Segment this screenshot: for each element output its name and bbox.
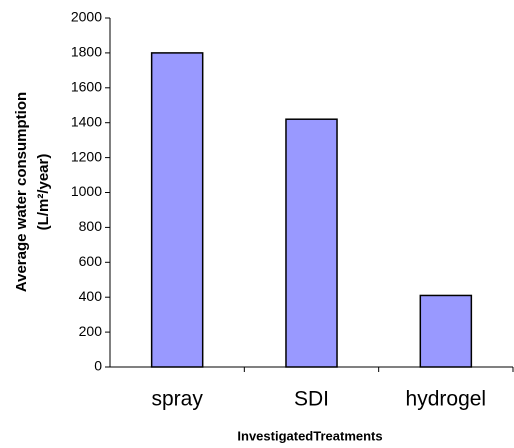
x-tick-label: SDI	[294, 388, 329, 411]
y-tick-label: 800	[79, 218, 103, 234]
y-tick-label: 1800	[71, 44, 102, 60]
y-tick-label: 0	[94, 358, 102, 374]
y-tick-label: 200	[79, 323, 103, 339]
y-tick-label: 400	[79, 288, 103, 304]
x-tick-label: spray	[151, 388, 203, 411]
y-tick-label: 1600	[71, 79, 102, 95]
bar	[150, 52, 204, 368]
y-axis-label: Average water consumption	[13, 92, 30, 292]
y-tick-label: 2000	[71, 9, 102, 25]
x-tick-label: hydrogel	[406, 388, 487, 411]
y-tick-label: 1200	[71, 148, 102, 164]
bar	[285, 118, 338, 368]
bar	[419, 294, 473, 368]
y-tick-label: 600	[79, 253, 103, 269]
y-tick-label: 1400	[71, 113, 102, 129]
y-axis-label-group: Average water consumption (L/m²/year)	[13, 92, 52, 292]
y-tick-label: 1000	[71, 183, 102, 199]
y-axis-label: (L/m²/year)	[35, 154, 52, 231]
x-axis-label: InvestigatedTreatments	[237, 428, 382, 443]
